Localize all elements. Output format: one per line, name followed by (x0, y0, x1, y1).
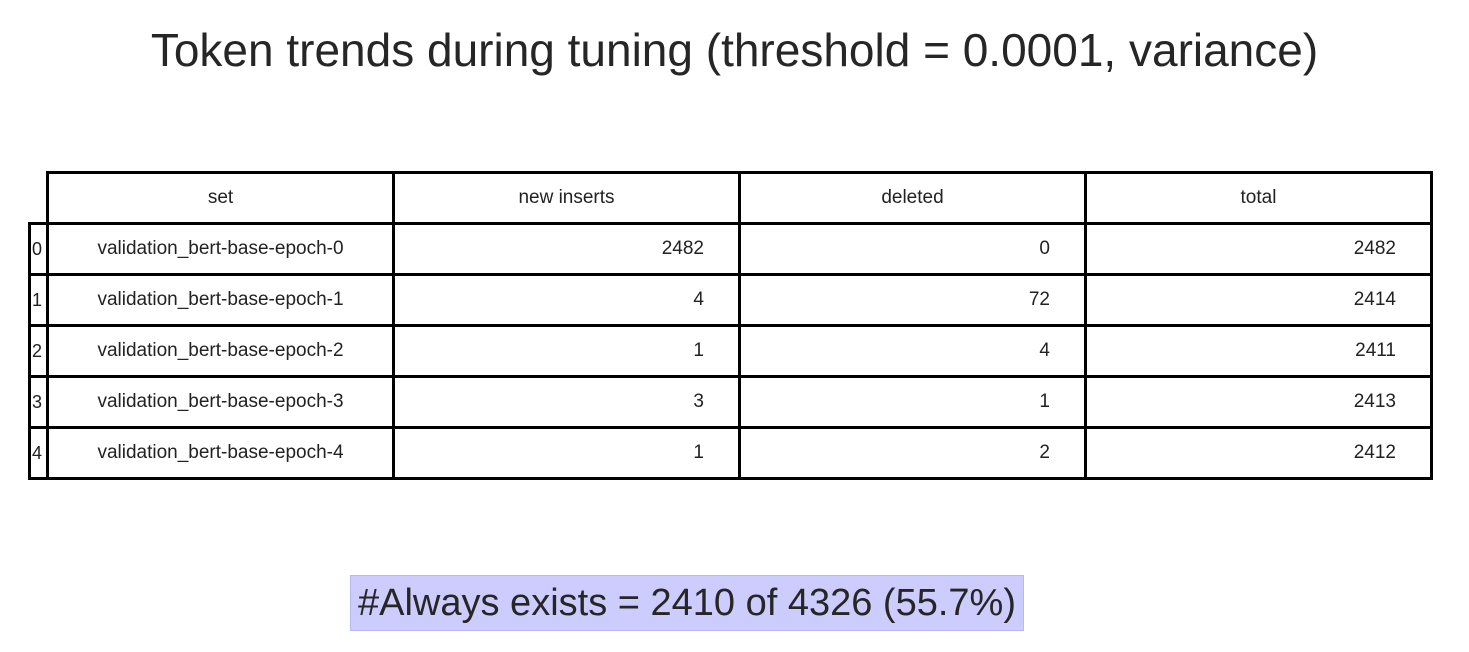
cell-set: validation_bert-base-epoch-2 (46, 324, 395, 378)
table-row: 3 validation_bert-base-epoch-3 3 1 2413 (28, 375, 1433, 429)
cell-new-inserts: 3 (392, 375, 741, 429)
cell-set: validation_bert-base-epoch-4 (46, 426, 395, 480)
cell-deleted: 72 (738, 273, 1087, 327)
table-body: 0 validation_bert-base-epoch-0 2482 0 2482 1 v… (28, 222, 1433, 480)
table-row: 1 validation_bert-base-epoch-1 4 72 2414 (28, 273, 1433, 327)
cell-new-inserts: 2482 (392, 222, 741, 276)
cell-deleted: 1 (738, 375, 1087, 429)
cell-new-inserts: 1 (392, 426, 741, 480)
cell-deleted: 0 (738, 222, 1087, 276)
cell-total: 2413 (1084, 375, 1433, 429)
cell-total: 2482 (1084, 222, 1433, 276)
row-index: 3 (28, 375, 49, 429)
row-index: 0 (28, 222, 49, 276)
index-header-blank (30, 173, 48, 224)
table-row: 4 validation_bert-base-epoch-4 1 2 2412 (28, 426, 1433, 480)
cell-total: 2411 (1084, 324, 1433, 378)
cell-total: 2412 (1084, 426, 1433, 480)
row-index: 4 (28, 426, 49, 480)
column-header-total: total (1084, 171, 1433, 225)
chart-title: Token trends during tuning (threshold = … (150, 24, 1319, 76)
cell-deleted: 2 (738, 426, 1087, 480)
table-row: 0 validation_bert-base-epoch-0 2482 0 2482 (28, 222, 1433, 276)
cell-new-inserts: 1 (392, 324, 741, 378)
cell-new-inserts: 4 (392, 273, 741, 327)
column-header-set: set (46, 171, 395, 225)
column-header-deleted: deleted (738, 171, 1087, 225)
table-row: 2 validation_bert-base-epoch-2 1 4 2411 (28, 324, 1433, 378)
cell-set: validation_bert-base-epoch-1 (46, 273, 395, 327)
cell-set: validation_bert-base-epoch-3 (46, 375, 395, 429)
token-trends-table: set new inserts deleted total 0 validatio… (28, 171, 1433, 480)
row-index: 2 (28, 324, 49, 378)
cell-total: 2414 (1084, 273, 1433, 327)
column-header-new-inserts: new inserts (392, 171, 741, 225)
cell-deleted: 4 (738, 324, 1087, 378)
table-header-row: set new inserts deleted total (30, 171, 1433, 225)
always-exists-summary: #Always exists = 2410 of 4326 (55.7%) (350, 575, 1024, 631)
cell-set: validation_bert-base-epoch-0 (46, 222, 395, 276)
row-index: 1 (28, 273, 49, 327)
